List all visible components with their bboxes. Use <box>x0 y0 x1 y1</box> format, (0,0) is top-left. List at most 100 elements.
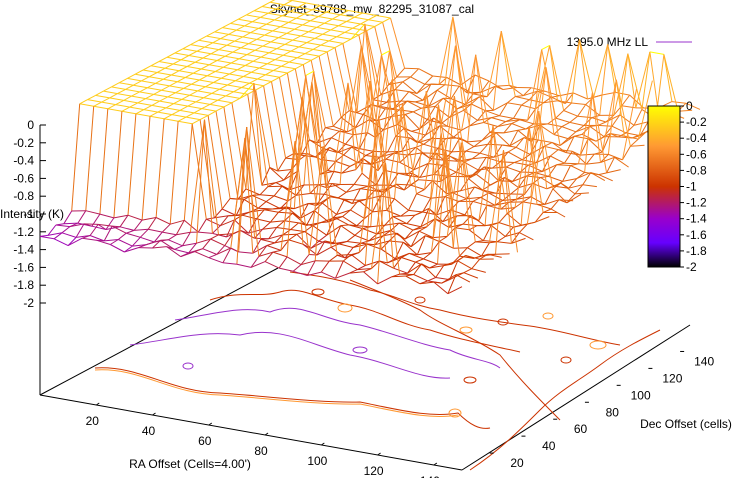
mesh-segment <box>103 90 118 95</box>
mesh-segment <box>447 125 462 131</box>
mesh-segment <box>294 203 309 210</box>
mesh-segment <box>339 82 349 185</box>
mesh-segment <box>423 143 438 149</box>
mesh-segment <box>198 231 213 234</box>
mesh-segment <box>466 186 476 200</box>
mesh-segment <box>426 133 442 227</box>
mesh-segment <box>455 274 471 283</box>
mesh-segment <box>296 13 305 19</box>
mesh-segment <box>352 45 362 135</box>
mesh-segment <box>287 68 296 74</box>
mesh-segment <box>253 83 269 187</box>
y-axis-label: Dec Offset (cells) <box>640 417 732 431</box>
mesh-segment <box>495 132 511 147</box>
mesh-segment <box>517 128 526 131</box>
mesh-segment <box>385 162 401 275</box>
z-tick-label: -0.4 <box>13 154 34 168</box>
mesh-segment <box>530 111 540 197</box>
mesh-segment <box>286 28 295 34</box>
mesh-segment <box>195 61 210 66</box>
mesh-segment <box>340 14 355 18</box>
mesh-segment <box>346 188 361 193</box>
mesh-segment <box>290 50 306 55</box>
mesh-segment <box>273 185 283 197</box>
mesh-segment <box>294 141 304 245</box>
x-tick <box>377 452 381 456</box>
mesh-segment <box>124 247 139 253</box>
mesh-segment <box>503 129 518 134</box>
y-tick-label: 100 <box>631 388 651 402</box>
mesh-segment <box>304 13 319 17</box>
mesh-segment <box>421 152 437 154</box>
mesh-segment <box>398 222 414 231</box>
mesh-segment <box>491 115 500 119</box>
mesh-segment <box>639 121 649 136</box>
mesh-segment <box>142 217 157 221</box>
mesh-segment <box>472 200 488 206</box>
mesh-segment <box>296 233 312 249</box>
mesh-segment <box>215 71 230 75</box>
mesh-segment <box>440 133 450 228</box>
mesh-segment <box>240 230 255 239</box>
mesh-segment <box>257 74 266 80</box>
mesh-segment <box>413 107 422 113</box>
mesh-segment <box>452 142 462 249</box>
mesh-segment <box>335 272 350 279</box>
mesh-segment <box>504 177 519 189</box>
mesh-segment <box>381 54 397 137</box>
mesh-segment <box>470 96 480 105</box>
mesh-segment <box>551 142 567 154</box>
mesh-segment <box>151 100 160 106</box>
mesh-segment <box>424 104 439 190</box>
mesh-segment <box>290 222 299 230</box>
mesh-segment <box>530 196 546 205</box>
mesh-segment <box>196 50 211 55</box>
mesh-segment <box>300 31 309 37</box>
mesh-segment <box>101 101 116 106</box>
mesh-segment <box>425 91 435 175</box>
mesh-segment <box>272 251 288 258</box>
mesh-segment <box>314 33 323 39</box>
mesh-segment <box>155 217 171 225</box>
mesh-segment <box>599 44 609 116</box>
mesh-segment <box>342 216 357 227</box>
mesh-segment <box>326 51 342 118</box>
mesh-segment <box>460 142 476 242</box>
mesh-segment <box>415 99 424 103</box>
mesh-segment <box>262 6 277 10</box>
mesh-segment <box>304 48 314 55</box>
mesh-segment <box>439 241 454 249</box>
mesh-segment <box>185 72 194 78</box>
mesh-segment <box>126 232 141 238</box>
mesh-segment <box>318 11 327 17</box>
mesh-segment <box>588 138 597 142</box>
mesh-segment <box>482 225 492 241</box>
mesh-segment <box>273 65 282 71</box>
mesh-segment <box>145 98 160 102</box>
mesh-segment <box>377 162 386 284</box>
mesh-segment <box>322 202 337 215</box>
mesh-segment <box>283 54 298 59</box>
mesh-segment <box>189 94 204 99</box>
mesh-segment <box>487 253 502 258</box>
mesh-segment <box>497 123 512 127</box>
mesh-segment <box>127 214 143 221</box>
mesh-segment <box>326 47 336 53</box>
mesh-segment <box>123 99 138 104</box>
mesh-segment <box>542 208 552 213</box>
mesh-segment <box>354 228 364 236</box>
mesh-segment <box>497 121 506 127</box>
mesh-segment <box>488 150 504 243</box>
mesh-segment <box>332 225 342 244</box>
mesh-segment <box>267 182 277 188</box>
mesh-segment <box>630 138 639 147</box>
mesh-segment <box>471 103 486 112</box>
mesh-segment <box>391 113 406 117</box>
mesh-segment <box>238 54 248 60</box>
mesh-segment <box>204 46 219 51</box>
mesh-segment <box>211 88 220 94</box>
mesh-segment <box>416 83 432 94</box>
mesh-segment <box>478 125 494 221</box>
mesh-segment <box>531 67 547 142</box>
mesh-segment <box>474 74 490 82</box>
